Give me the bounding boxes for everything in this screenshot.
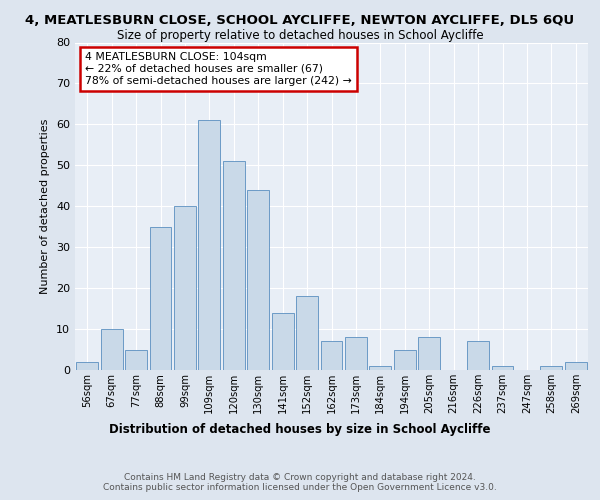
Bar	[247, 190, 269, 370]
Bar	[76, 362, 98, 370]
Bar	[541, 366, 562, 370]
Bar	[565, 362, 587, 370]
Bar	[320, 342, 343, 370]
Text: Contains HM Land Registry data © Crown copyright and database right 2024.
Contai: Contains HM Land Registry data © Crown c…	[103, 472, 497, 492]
Bar	[101, 329, 122, 370]
Bar	[272, 312, 293, 370]
Bar	[370, 366, 391, 370]
Bar	[394, 350, 416, 370]
Text: Distribution of detached houses by size in School Aycliffe: Distribution of detached houses by size …	[109, 422, 491, 436]
Bar	[125, 350, 147, 370]
Text: 4, MEATLESBURN CLOSE, SCHOOL AYCLIFFE, NEWTON AYCLIFFE, DL5 6QU: 4, MEATLESBURN CLOSE, SCHOOL AYCLIFFE, N…	[25, 14, 575, 27]
Bar	[345, 337, 367, 370]
Bar	[223, 161, 245, 370]
Bar	[174, 206, 196, 370]
Bar	[467, 342, 489, 370]
Bar	[491, 366, 514, 370]
Bar	[296, 296, 318, 370]
Bar	[418, 337, 440, 370]
Text: 4 MEATLESBURN CLOSE: 104sqm
← 22% of detached houses are smaller (67)
78% of sem: 4 MEATLESBURN CLOSE: 104sqm ← 22% of det…	[85, 52, 352, 86]
Bar	[149, 226, 172, 370]
Y-axis label: Number of detached properties: Number of detached properties	[40, 118, 50, 294]
Text: Size of property relative to detached houses in School Aycliffe: Size of property relative to detached ho…	[116, 29, 484, 42]
Bar	[199, 120, 220, 370]
